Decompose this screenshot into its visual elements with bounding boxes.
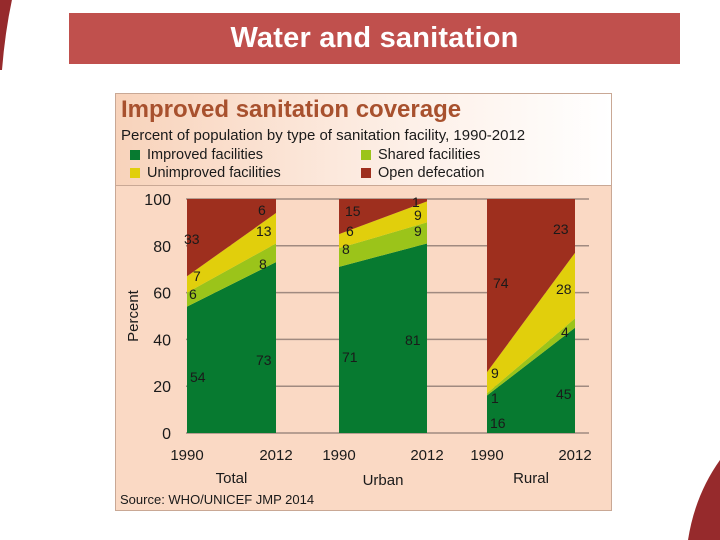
area-urban-unimproved-facilities: [339, 201, 427, 249]
data-label-rural: 1: [491, 390, 499, 406]
y-tick-label: 40: [153, 332, 171, 349]
y-tick-label: 60: [153, 286, 171, 303]
legend-label: Unimproved facilities: [147, 165, 281, 181]
panel-group-label: Total: [216, 470, 248, 487]
y-axis-label: Percent: [125, 289, 142, 342]
decorative-corner-shape-top-left: [0, 0, 12, 70]
data-label-urban: 15: [345, 203, 361, 219]
chart-source: Source: WHO/UNICEF JMP 2014: [120, 492, 315, 507]
chart-subtitle: Percent of population by type of sanitat…: [121, 127, 526, 144]
x-tick-label: 2012: [259, 447, 292, 464]
data-label-urban: 9: [414, 223, 422, 239]
data-label-urban: 71: [342, 349, 358, 365]
panel-group-label: Rural: [513, 470, 549, 487]
data-label-total: 54: [190, 369, 206, 385]
legend-label: Open defecation: [378, 165, 485, 181]
data-label-total: 6: [189, 286, 197, 302]
legend-item-open-defecation: Open defecation: [361, 165, 484, 181]
area-total-open-defecation: [187, 199, 276, 277]
data-label-rural: 74: [493, 275, 509, 291]
y-tick-label: 0: [162, 426, 171, 443]
data-label-total: 8: [259, 256, 267, 272]
data-label-urban: 6: [346, 223, 354, 239]
area-total-shared-facilities: [187, 243, 276, 307]
area-total-improved-facilities: [187, 262, 276, 433]
y-tick-label: 80: [153, 239, 171, 256]
slide-title-banner: Water and sanitation: [69, 13, 680, 64]
legend-label: Shared facilities: [378, 147, 481, 163]
data-label-total: 6: [258, 202, 266, 218]
x-tick-label: 1990: [322, 447, 355, 464]
area-urban-open-defecation: [339, 199, 427, 235]
legend-label: Improved facilities: [147, 147, 264, 163]
area-rural-unimproved-facilities: [487, 252, 575, 394]
area-rural-improved-facilities: [487, 327, 575, 433]
chart-header: Improved sanitation coverage Percent of …: [116, 94, 611, 186]
x-tick-label: 1990: [470, 447, 503, 464]
area-rural-shared-facilities: [487, 318, 575, 396]
legend-item-shared: Shared facilities: [361, 147, 480, 163]
data-label-urban: 8: [342, 241, 350, 257]
legend-swatch-unimproved: [130, 168, 140, 178]
slide-title: Water and sanitation: [230, 22, 519, 54]
data-label-rural: 9: [491, 365, 499, 381]
legend-swatch-shared: [361, 150, 371, 160]
data-label-rural: 16: [490, 415, 506, 431]
legend-swatch-improved: [130, 150, 140, 160]
data-label-rural: 28: [556, 281, 572, 297]
x-tick-label: 1990: [170, 447, 203, 464]
y-tick-label: 100: [144, 192, 171, 209]
area-rural-open-defecation: [487, 199, 575, 373]
data-label-rural: 23: [553, 221, 569, 237]
y-tick-label: 20: [153, 379, 171, 396]
data-label-rural: 4: [561, 324, 569, 340]
x-tick-label: 2012: [558, 447, 591, 464]
data-label-rural: 45: [556, 386, 572, 402]
data-label-urban: 1: [412, 194, 420, 210]
data-label-total: 13: [256, 223, 272, 239]
area-urban-improved-facilities: [339, 243, 427, 433]
data-label-urban: 81: [405, 332, 421, 348]
legend-swatch-open-defecation: [361, 168, 371, 178]
area-urban-shared-facilities: [339, 222, 427, 267]
data-label-urban: 9: [414, 207, 422, 223]
legend-item-unimproved: Unimproved facilities: [130, 165, 281, 181]
data-label-total: 7: [193, 268, 201, 284]
legend-item-improved: Improved facilities: [130, 147, 263, 163]
x-tick-label: 2012: [410, 447, 443, 464]
data-label-total: 33: [184, 231, 200, 247]
chart-plot-area: 0 20 40 60 80 100 Percent 1990 2012 1990 2012 1990 2…: [125, 192, 592, 489]
area-total-unimproved-facilities: [187, 213, 276, 293]
decorative-corner-shape-bottom-right: [688, 460, 720, 540]
chart-title: Improved sanitation coverage: [121, 96, 462, 123]
panel-group-label: Urban: [363, 472, 404, 489]
chart-container: Improved sanitation coverage Percent of …: [115, 93, 612, 511]
data-label-total: 73: [256, 352, 272, 368]
